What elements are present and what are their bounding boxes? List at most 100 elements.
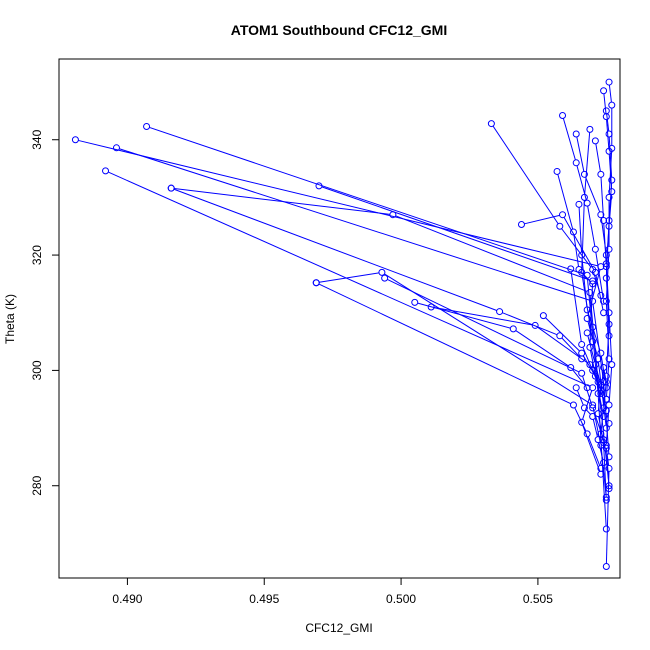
data-point <box>605 482 613 490</box>
data-point <box>559 112 567 120</box>
data-point <box>589 277 597 285</box>
data-point <box>600 438 608 446</box>
series-line <box>580 271 591 283</box>
series-line <box>605 281 610 322</box>
data-point <box>580 404 588 412</box>
series-line <box>595 143 601 172</box>
series-line <box>603 223 607 264</box>
data-point <box>597 291 605 299</box>
data-point <box>605 401 613 409</box>
data-point <box>597 387 605 395</box>
data-point <box>608 188 616 196</box>
series-line <box>606 413 609 421</box>
series-line <box>582 390 593 420</box>
series-line <box>600 410 604 431</box>
series-line <box>587 206 596 247</box>
series-line <box>600 177 604 218</box>
data-point <box>602 493 610 501</box>
data-point <box>312 279 320 287</box>
data-point <box>572 130 580 138</box>
data-point <box>597 389 605 397</box>
data-point <box>591 361 599 369</box>
plot-frame <box>58 58 621 579</box>
series-line <box>502 312 558 336</box>
data-point <box>389 211 397 219</box>
series-line <box>576 136 585 172</box>
data-point <box>411 298 419 306</box>
x-tick-label: 0.490 <box>112 592 142 606</box>
data-point <box>602 496 610 504</box>
series-line <box>384 273 591 404</box>
data-point <box>556 332 564 340</box>
data-point <box>605 193 613 201</box>
data-point <box>589 280 597 288</box>
series-line <box>572 369 586 386</box>
data-point <box>496 308 504 316</box>
data-point <box>605 355 613 363</box>
data-point <box>572 159 580 167</box>
series-line <box>598 442 604 460</box>
data-point <box>589 384 597 392</box>
series-line <box>606 113 610 132</box>
data-point <box>589 297 597 305</box>
series-line <box>608 136 613 178</box>
series-line <box>417 302 511 329</box>
data-point <box>605 464 613 472</box>
data-point <box>600 216 608 224</box>
data-point <box>591 268 599 276</box>
series-line <box>584 132 591 195</box>
data-point <box>605 332 613 340</box>
series-line <box>603 93 607 114</box>
data-point <box>591 245 599 253</box>
data-point <box>575 200 583 208</box>
data-point <box>559 211 567 219</box>
data-point <box>605 453 613 461</box>
series-line <box>108 171 591 387</box>
data-point <box>517 221 525 229</box>
y-tick-label: 320 <box>30 245 44 265</box>
data-point <box>597 349 605 357</box>
data-point <box>608 144 616 152</box>
series-line <box>605 327 610 374</box>
series-line <box>149 126 585 275</box>
series-line <box>608 151 613 195</box>
series-line <box>174 188 390 215</box>
data-point <box>578 268 586 276</box>
data-point <box>580 170 588 178</box>
data-point <box>553 167 561 175</box>
data-point <box>597 211 605 219</box>
data-point <box>597 263 605 271</box>
data-point <box>586 289 594 297</box>
data-point <box>594 436 602 444</box>
data-point <box>71 136 79 144</box>
data-point <box>600 413 608 421</box>
series-line <box>608 84 612 103</box>
series-line <box>581 200 585 270</box>
data-point <box>378 268 386 276</box>
data-point <box>602 274 610 282</box>
x-axis-label: CFC12_GMI <box>305 621 372 635</box>
series-line <box>318 283 571 405</box>
data-point <box>583 315 591 322</box>
series-line <box>586 409 591 415</box>
data-point <box>487 120 495 128</box>
x-tick-label: 0.505 <box>523 592 553 606</box>
data-point <box>602 395 610 403</box>
series-line <box>563 217 595 271</box>
data-point <box>589 404 597 412</box>
series-line <box>585 176 601 213</box>
series-line <box>598 416 604 440</box>
series-line <box>173 188 497 311</box>
data-point <box>605 309 613 317</box>
data-point <box>594 410 602 418</box>
data-point <box>583 329 591 337</box>
data-point <box>602 378 610 386</box>
data-point <box>509 325 517 333</box>
data-point <box>143 122 151 130</box>
data-point <box>602 263 610 271</box>
x-tick-label: 0.495 <box>249 592 279 606</box>
series-line <box>319 272 380 283</box>
data-point <box>315 182 323 190</box>
x-tick-label: 0.500 <box>386 592 416 606</box>
series-line <box>590 367 600 383</box>
